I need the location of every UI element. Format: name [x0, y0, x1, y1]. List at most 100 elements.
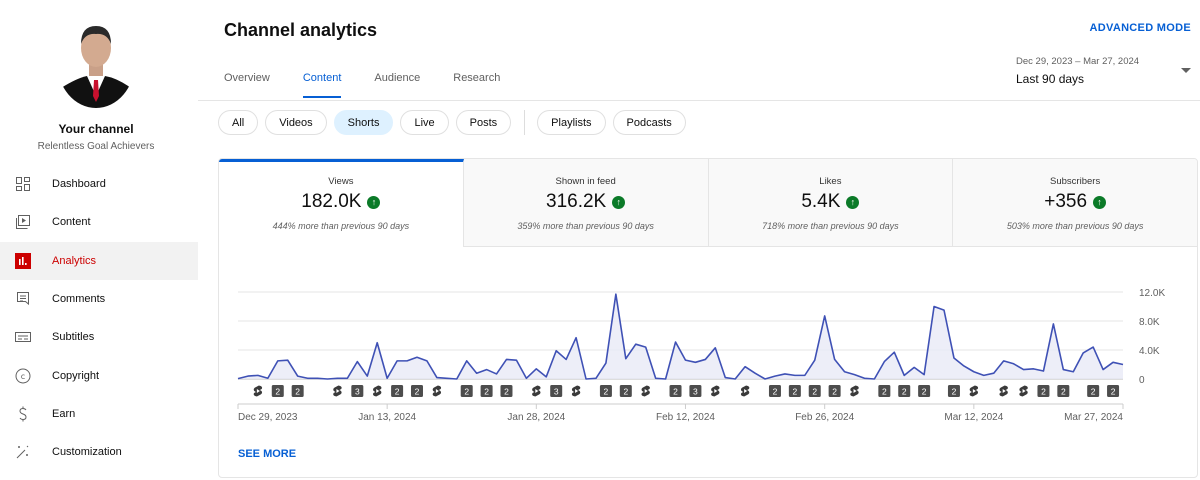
metric-value: 5.4K: [801, 191, 841, 212]
upload-count-label: 2: [275, 387, 280, 397]
upload-count-badge: [351, 385, 364, 397]
channel-title: Your channel: [58, 122, 134, 136]
sidebar: Your channel Relentless Goal Achievers D…: [0, 0, 198, 480]
analytics-tabs: Overview Content Audience Research: [224, 72, 533, 98]
upload-count-label: 2: [812, 387, 817, 397]
sidebar-item-analytics[interactable]: Analytics: [0, 241, 198, 280]
upload-count-label: 2: [295, 387, 300, 397]
chip-divider: [524, 110, 526, 135]
metric-subscribers[interactable]: Subscribers +356 ↑ 503% more than previou…: [953, 159, 1197, 247]
metric-tabs: Views 182.0K ↑ 444% more than previous 90…: [219, 159, 1197, 247]
metric-label: Subscribers: [1050, 176, 1101, 187]
channel-avatar[interactable]: [57, 16, 135, 108]
sidebar-item-earn[interactable]: Earn: [0, 395, 198, 433]
sidebar-item-label: Subtitles: [52, 331, 95, 344]
sidebar-item-copyright[interactable]: c Copyright: [0, 356, 198, 394]
metric-value: 182.0K: [301, 191, 362, 212]
sidebar-item-label: Copyright: [52, 369, 100, 382]
upload-count-badge: [480, 385, 493, 397]
metric-comparison: 503% more than previous 90 days: [1006, 221, 1144, 231]
shorts-icon: [532, 385, 541, 397]
upload-count-badge: [550, 385, 563, 397]
chip-videos[interactable]: Videos: [265, 110, 327, 135]
chip-all[interactable]: All: [218, 110, 259, 135]
upload-count-label: 2: [415, 387, 420, 397]
analytics-icon: [15, 252, 31, 269]
metric-views[interactable]: Views 182.0K ↑ 444% more than previous 90…: [219, 159, 464, 247]
upload-count-badge: [500, 385, 513, 397]
chip-live[interactable]: Live: [400, 110, 449, 135]
metric-value: 316.2K: [546, 191, 607, 212]
upload-count-badge: [918, 385, 931, 397]
chip-shorts[interactable]: Shorts: [333, 110, 394, 135]
sidebar-item-dashboard[interactable]: Dashboard: [0, 165, 198, 203]
sidebar-item-label: Earn: [52, 407, 76, 420]
upload-count-label: 2: [604, 387, 609, 397]
chip-podcasts[interactable]: Podcasts: [612, 110, 686, 135]
upload-count-badge: [1037, 385, 1050, 397]
upload-count-label: 2: [882, 387, 887, 397]
dashboard-icon: [15, 176, 31, 192]
sidebar-item-content[interactable]: Content: [0, 203, 198, 241]
upload-count-label: 2: [1091, 387, 1096, 397]
shorts-icon: [1019, 385, 1028, 397]
shorts-icon: [372, 385, 382, 397]
x-tick-label: Dec 29, 2023: [238, 412, 298, 423]
upload-count-badge: [460, 385, 473, 397]
metric-label: Likes: [819, 176, 842, 187]
analytics-card: Views 182.0K ↑ 444% more than previous 90…: [218, 158, 1198, 478]
sidebar-item-subtitles[interactable]: Subtitles: [0, 318, 198, 356]
customization-icon: [15, 444, 31, 460]
upload-count-badge: [1057, 385, 1070, 397]
sidebar-item-customization[interactable]: Customization: [0, 433, 198, 471]
tab-overview[interactable]: Overview: [224, 72, 270, 84]
metric-shown-in-feed[interactable]: Shown in feed 316.2K ↑ 359% more than pre…: [463, 159, 709, 247]
upload-count-badge: [599, 385, 612, 397]
sidebar-item-comments[interactable]: Comments: [0, 280, 198, 318]
upload-count-badge: [391, 385, 404, 397]
advanced-mode-button[interactable]: ADVANCED MODE: [1089, 22, 1191, 34]
upload-count-badge: [689, 385, 702, 397]
upload-count-label: 2: [832, 387, 837, 397]
tab-content[interactable]: Content: [302, 72, 342, 98]
upload-count-label: 3: [693, 387, 698, 397]
x-tick-label: Jan 13, 2024: [358, 412, 416, 423]
upload-count-label: 2: [395, 387, 400, 397]
chip-posts[interactable]: Posts: [455, 110, 512, 135]
y-tick-label: 12.0K: [1139, 288, 1165, 299]
tab-audience[interactable]: Audience: [374, 72, 421, 84]
arrow-up-icon: ↑: [367, 195, 381, 209]
upload-count-label: 2: [464, 387, 469, 397]
shorts-icon: [740, 385, 750, 397]
shorts-icon: [432, 385, 442, 397]
upload-count-label: 2: [922, 387, 927, 397]
upload-count-label: 2: [773, 387, 778, 397]
upload-count-badge: [947, 385, 960, 397]
metric-label: Shown in feed: [555, 176, 616, 187]
metric-likes[interactable]: Likes 5.4K ↑ 718% more than previous 90 d…: [708, 159, 954, 247]
views-chart[interactable]: 0 4.0K 8.0K 12.0K 2 2 3 2 2 2 2 2 3 2 2 2 3 2 2 2 2 2 2 2 2 2 2 2 2 D…: [219, 159, 1198, 478]
see-more-link[interactable]: SEE MORE: [238, 448, 297, 460]
tab-research[interactable]: Research: [453, 72, 501, 84]
y-tick-label: 8.0K: [1139, 317, 1160, 328]
series-line: [237, 293, 1124, 380]
upload-count-label: 2: [1041, 387, 1046, 397]
date-range-picker[interactable]: Dec 29, 2023 – Mar 27, 2024 Last 90 days: [1016, 56, 1139, 86]
channel-name: Relentless Goal Achievers: [37, 141, 155, 152]
metric-comparison: 444% more than previous 90 days: [272, 221, 410, 231]
earn-icon: [15, 406, 31, 422]
arrow-up-icon: ↑: [1093, 195, 1107, 209]
sidebar-nav: Dashboard Content Analytics Comments Sub…: [0, 165, 198, 471]
arrow-up-icon: ↑: [846, 195, 860, 209]
upload-count-label: 2: [792, 387, 797, 397]
arrow-up-icon: ↑: [612, 195, 626, 209]
sidebar-item-label: Customization: [52, 446, 122, 459]
upload-count-badge: [669, 385, 682, 397]
copyright-icon: c: [15, 368, 31, 384]
svg-text:c: c: [21, 372, 25, 381]
chip-playlists[interactable]: Playlists: [537, 110, 606, 135]
upload-count-badge: [878, 385, 891, 397]
comments-icon: [15, 291, 31, 307]
dropdown-caret-icon[interactable]: [1181, 68, 1191, 73]
date-range-label: Last 90 days: [1016, 72, 1085, 86]
